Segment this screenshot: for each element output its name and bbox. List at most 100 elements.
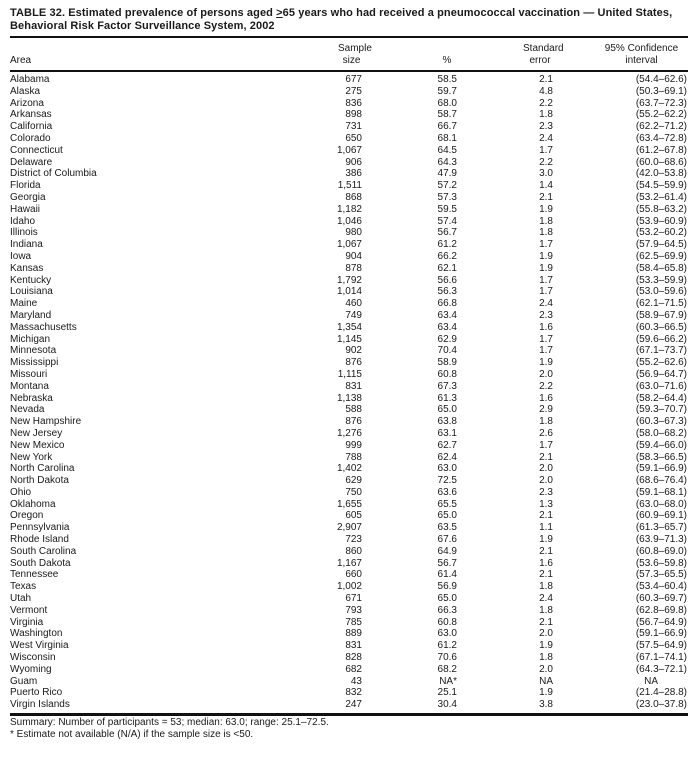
cell-area: Maine (10, 298, 38, 310)
cell-area: Florida (10, 180, 41, 192)
cell-n: 660 (345, 569, 362, 581)
cell-pct: 67.3 (437, 380, 457, 392)
cell-area: Louisiana (10, 286, 53, 298)
table-row: Oklahoma 1,655 65.5 1.3 (63.0–68.0) (10, 499, 688, 511)
table-row: South Dakota 1,167 56.7 1.6 (53.6–59.8) (10, 558, 688, 570)
cell-ci: (59.1–66.9) (635, 463, 687, 475)
cell-area: Tennessee (10, 569, 59, 581)
cell-ci: (63.0–68.0) (635, 498, 687, 510)
cell-se: 1.8 (539, 604, 553, 616)
cell-ci: (63.4–72.8) (635, 132, 687, 144)
cell-ci: (64.3–72.1) (635, 663, 687, 675)
cell-n: 904 (345, 250, 362, 262)
cell-pct: 65.0 (437, 593, 457, 605)
cell-n: 2,907 (336, 522, 362, 534)
cell-se: 2.3 (539, 121, 553, 133)
table-row: Puerto Rico 832 25.1 1.9 (21.4–28.8) (10, 687, 688, 699)
cell-se: 2.1 (539, 191, 553, 203)
cell-se: 3.8 (539, 699, 553, 711)
cell-ci: (56.9–64.7) (635, 368, 687, 380)
cell-ci: (60.3–66.5) (635, 321, 687, 333)
cell-pct: 63.5 (437, 522, 457, 534)
cell-ci: (62.2–71.2) (635, 121, 687, 133)
cell-area: Colorado (10, 132, 51, 144)
cell-area: Guam (10, 675, 38, 687)
cell-se: 1.7 (539, 439, 553, 451)
cell-n: 247 (345, 699, 362, 711)
cell-area: Arizona (10, 97, 44, 109)
cell-area: Hawaii (10, 203, 41, 215)
cell-pct: 60.8 (437, 616, 457, 628)
table-bottom-rule (10, 713, 688, 717)
cell-se: 2.1 (539, 451, 553, 463)
cell-area: North Dakota (10, 475, 69, 487)
cell-se: 1.8 (539, 227, 553, 239)
cell-area: Illinois (10, 227, 38, 239)
cell-ci: (57.9–64.5) (635, 239, 687, 251)
table-row: New Hampshire 876 63.8 1.8 (60.3–67.3) (10, 416, 688, 428)
cell-pct: 66.2 (437, 250, 457, 262)
table-row: Connecticut 1,067 64.5 1.7 (61.2–67.8) (10, 145, 688, 157)
table-row: Colorado 650 68.1 2.4 (63.4–72.8) (10, 133, 688, 145)
cell-se: 1.7 (539, 345, 553, 357)
cell-se: 2.2 (539, 97, 553, 109)
cell-n: 868 (345, 191, 362, 203)
cell-pct: 64.3 (437, 156, 457, 168)
cell-area: Pennsylvania (10, 522, 70, 534)
cell-ci: (55.2–62.2) (635, 109, 687, 121)
table-title: TABLE 32. Estimated prevalence of person… (10, 7, 688, 38)
cell-se: 1.8 (539, 652, 553, 664)
cell-se: 1.9 (539, 250, 553, 262)
cell-n: 860 (345, 545, 362, 557)
cell-n: 723 (345, 534, 362, 546)
cell-area: New York (10, 451, 53, 463)
cell-n: 1,067 (336, 144, 362, 156)
cell-se: 2.0 (539, 663, 553, 675)
table-title-prefix: TABLE 32. Estimated prevalence of person… (10, 7, 277, 19)
table-row: Kansas 878 62.1 1.9 (58.4–65.8) (10, 263, 688, 275)
cell-se: 2.9 (539, 404, 553, 416)
cell-se: NA (539, 675, 553, 687)
cell-se: 4.8 (539, 85, 553, 97)
cell-n: 999 (345, 439, 362, 451)
cell-se: 2.2 (539, 156, 553, 168)
cell-pct: 68.1 (437, 132, 457, 144)
table-row: Virgin Islands 247 30.4 3.8 (23.0–37.8) (10, 699, 688, 711)
cell-pct: 57.3 (437, 191, 457, 203)
na-footnote: * Estimate not available (N/A) if the sa… (10, 728, 254, 740)
cell-pct: 61.2 (437, 239, 457, 251)
cell-se: 1.7 (539, 274, 553, 286)
cell-se: 1.9 (539, 640, 553, 652)
cell-pct: 47.9 (437, 168, 457, 180)
cell-se: 1.9 (539, 534, 553, 546)
cell-area: Ohio (10, 486, 32, 498)
cell-n: 1,182 (336, 203, 362, 215)
cell-area: Nevada (10, 404, 45, 416)
cell-se: 1.6 (539, 392, 553, 404)
cell-n: 1,354 (336, 321, 362, 333)
cell-ci: (63.9–71.3) (635, 534, 687, 546)
cell-pct: 63.8 (437, 416, 457, 428)
cell-ci: (55.2–62.6) (635, 357, 687, 369)
cell-ci: (42.0–53.8) (635, 168, 687, 180)
cell-area: Maryland (10, 309, 52, 321)
cell-ci: (59.6–66.2) (635, 333, 687, 345)
cell-n: 682 (345, 663, 362, 675)
table-row: California 731 66.7 2.3 (62.2–71.2) (10, 121, 688, 133)
cell-n: 898 (345, 109, 362, 121)
footnotes: Summary: Number of participants = 53; me… (10, 716, 688, 740)
cell-pct: 63.4 (437, 321, 457, 333)
cell-ci: (54.4–62.6) (635, 74, 687, 85)
table-row: District of Columbia 386 47.9 3.0 (42.0–53.8… (10, 168, 688, 180)
cell-area: Wyoming (10, 663, 52, 675)
cell-se: 1.8 (539, 215, 553, 227)
table-row: Rhode Island 723 67.6 1.9 (63.9–71.3) (10, 534, 688, 546)
table-row: Maine 460 66.8 2.4 (62.1–71.5) (10, 298, 688, 310)
cell-se: 1.7 (539, 239, 553, 251)
table-row: Nevada 588 65.0 2.9 (59.3–70.7) (10, 404, 688, 416)
cell-n: 876 (345, 416, 362, 428)
prevalence-table: Area Sample size % Standard error 95% Conf… (10, 38, 688, 711)
cell-se: 2.4 (539, 593, 553, 605)
cell-ci: (50.3–69.1) (635, 85, 687, 97)
cell-area: Utah (10, 593, 32, 605)
